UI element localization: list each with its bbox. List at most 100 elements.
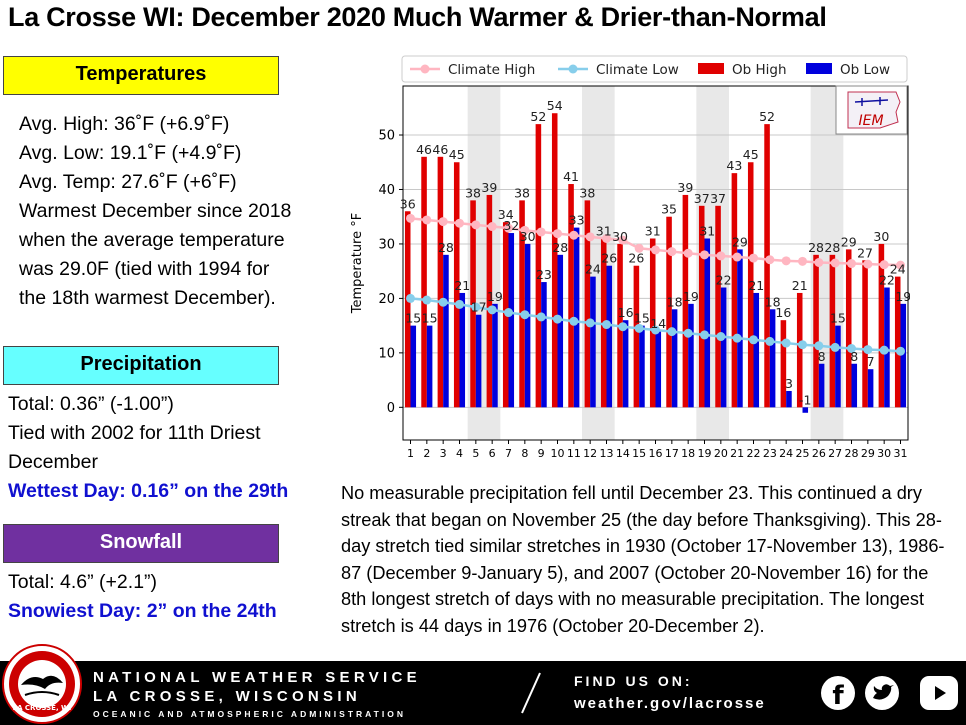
y-tick-label: 10 [378,346,395,361]
youtube-icon[interactable] [920,676,958,710]
ob-low-bar [639,326,645,408]
precipitation-text: Total: 0.36” (-1.00”) Tied with 2002 for… [8,390,288,506]
ob-high-bar [715,206,721,408]
x-tick-label: 1 [407,447,414,460]
ob-low-label: 7 [867,354,875,369]
ob-high-bar [732,173,738,407]
ob-low-label: 31 [699,223,715,238]
x-tick-label: 16 [649,447,663,460]
temp-line: Warmest December since 2018 [19,197,291,226]
wettest-day: Wettest Day: 0.16” on the 29th [8,477,288,506]
climate-high-point [406,214,415,223]
x-tick-label: 21 [730,447,744,460]
ob-high-label: 28 [824,240,840,255]
ob-high-bar [846,249,852,407]
y-tick-label: 40 [378,183,395,198]
ob-low-label: 28 [552,240,568,255]
x-tick-label: 10 [551,447,565,460]
ob-low-bar [705,238,711,407]
climate-high-point [700,250,709,259]
x-tick-label: 18 [681,447,695,460]
ob-low-bar [558,255,564,407]
ob-low-label: 3 [785,376,793,391]
ob-low-bar [476,315,482,408]
x-tick-label: 13 [600,447,614,460]
temp-line: when the average temperature [19,226,291,255]
divider-slash-icon [516,671,546,715]
climate-high-point [455,219,464,228]
climate-high-point [651,245,660,254]
legend-label: Climate Low [596,62,679,78]
ob-high-label: 39 [677,180,693,195]
ob-high-label: 43 [726,158,742,173]
y-tick-label: 0 [387,401,395,416]
ob-high-label: 27 [857,245,873,260]
page-title: La Crosse WI: December 2020 Much Warmer … [8,2,827,33]
climate-low-point [880,346,889,355]
ob-low-label: -1 [799,392,811,407]
ob-high-bar [634,266,640,408]
ob-high-label: 38 [465,185,481,200]
climate-high-point [765,255,774,264]
x-tick-label: 20 [714,447,728,460]
y-tick-label: 30 [378,237,395,252]
ob-low-bar [688,304,694,407]
climate-high-point [586,232,595,241]
legend-bar-swatch [698,63,724,74]
ob-low-bar [852,364,858,408]
ob-low-label: 19 [487,289,503,304]
climate-low-point [406,294,415,303]
x-tick-label: 29 [861,447,875,460]
website-link[interactable]: weather.gov/lacrosse [574,695,766,712]
y-axis-label: Temperature °F [350,213,365,314]
ob-high-label: 35 [661,202,677,217]
x-tick-label: 8 [521,447,528,460]
climate-high-point [422,215,431,224]
ob-low-label: 15 [405,311,421,326]
facebook-icon[interactable]: f [821,676,855,710]
ob-low-label: 18 [667,294,683,309]
x-tick-label: 9 [538,447,545,460]
climate-low-point [733,334,742,343]
ob-low-label: 33 [569,213,585,228]
ob-low-bar [460,293,466,407]
ob-high-label: 37 [710,191,726,206]
x-tick-label: 25 [796,447,810,460]
ob-high-bar [797,293,803,407]
climate-low-point [765,337,774,346]
climate-high-point [488,222,497,231]
x-tick-label: 22 [747,447,761,460]
x-tick-label: 11 [567,447,581,460]
climate-high-point [863,260,872,269]
ob-low-bar [672,309,678,407]
ob-high-label: 45 [449,147,465,162]
find-us-label: FIND US ON: [574,673,693,689]
x-tick-label: 24 [779,447,793,460]
legend-label: Ob Low [840,62,890,78]
twitter-icon[interactable] [865,676,899,710]
climate-low-point [586,318,595,327]
ob-low-label: 15 [830,311,846,326]
temp-line: Avg. High: 36˚F (+6.9˚F) [19,110,291,139]
ob-low-bar [427,326,433,408]
x-tick-label: 28 [845,447,859,460]
ob-low-label: 26 [601,251,617,266]
footer-line2: LA CROSSE, WISCONSIN [93,688,361,705]
ob-high-label: 24 [890,262,906,277]
climate-low-point [831,343,840,352]
footer-line3: OCEANIC AND ATMOSPHERIC ADMINISTRATION [93,709,406,719]
x-tick-label: 6 [489,447,496,460]
temp-line: was 29.0F (tied with 1994 for [19,255,291,284]
svg-text:f: f [832,681,844,710]
legend-label: Climate High [448,62,535,78]
climate-low-point [553,315,562,324]
ob-low-label: 19 [683,289,699,304]
ob-low-bar [770,309,776,407]
precipitation-header: Precipitation [3,346,279,385]
climate-low-point [684,329,693,338]
climate-high-point [716,251,725,260]
x-tick-label: 4 [456,447,463,460]
ob-high-bar [552,113,558,407]
climate-high-point [814,258,823,267]
climate-low-point [749,335,758,344]
